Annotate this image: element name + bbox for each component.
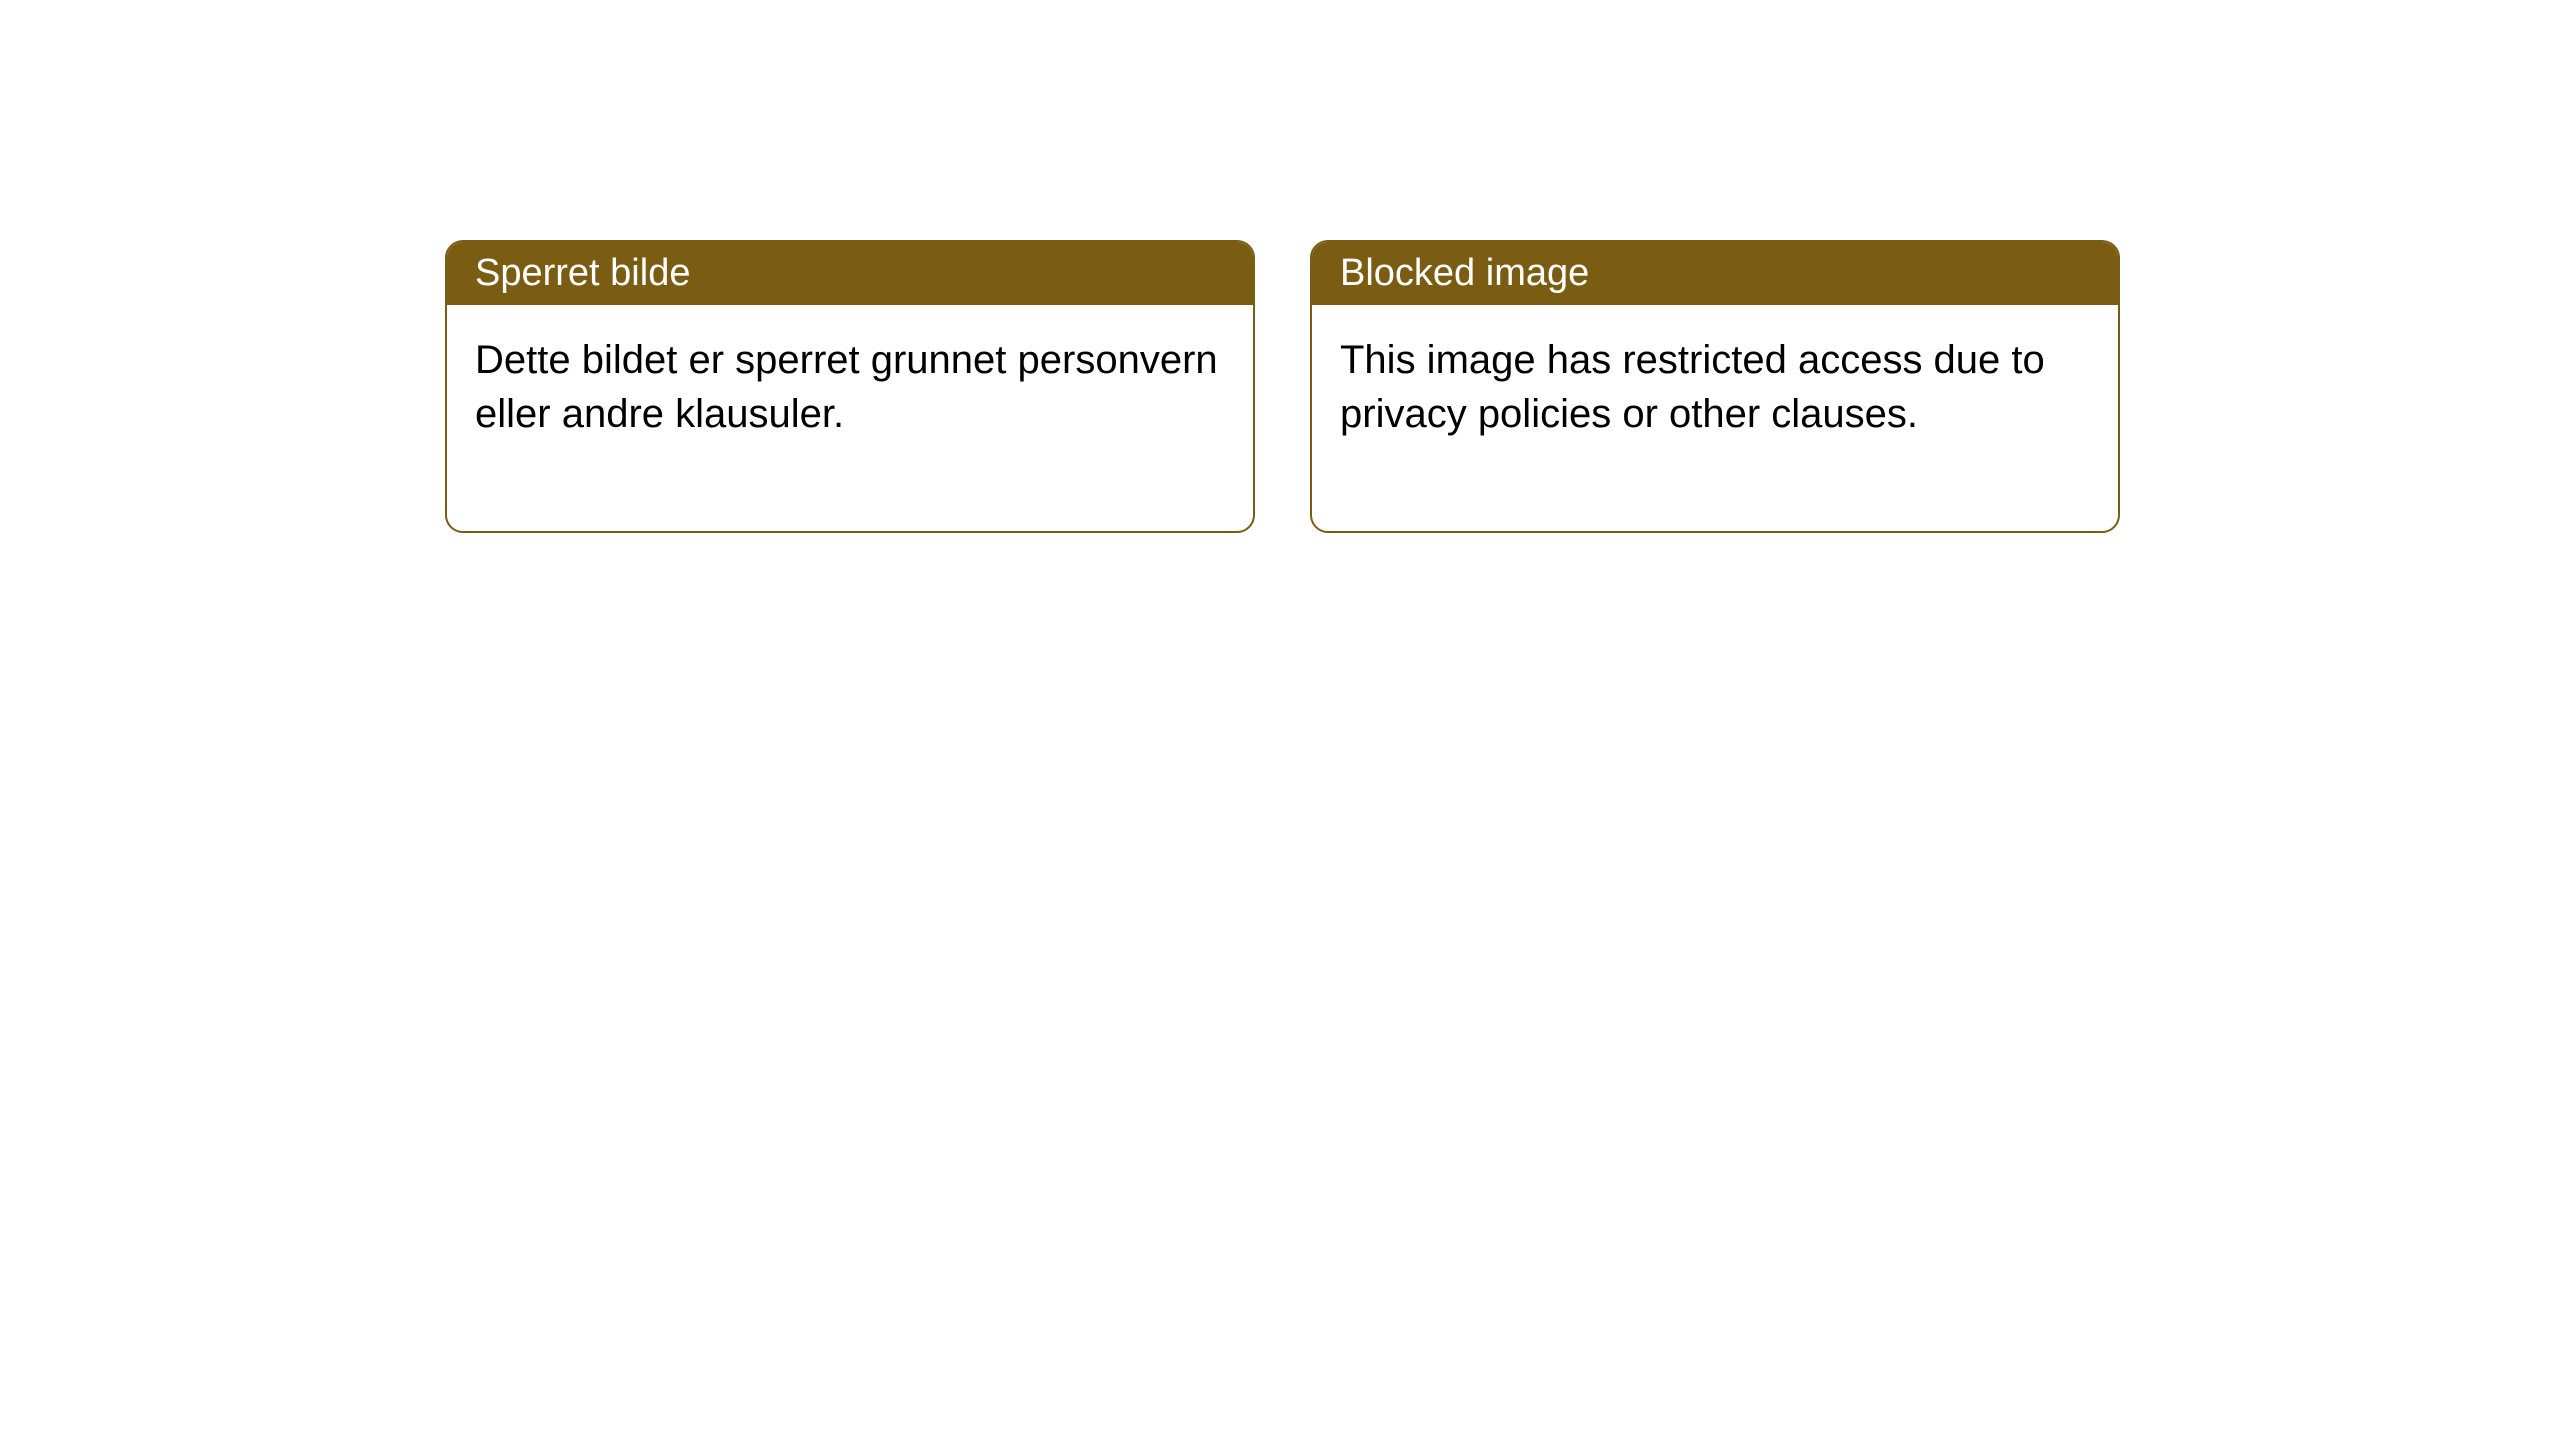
card-body: Dette bildet er sperret grunnet personve… xyxy=(447,305,1253,531)
notice-card-norwegian: Sperret bilde Dette bildet er sperret gr… xyxy=(445,240,1255,533)
card-body: This image has restricted access due to … xyxy=(1312,305,2118,531)
notice-card-english: Blocked image This image has restricted … xyxy=(1310,240,2120,533)
card-header: Blocked image xyxy=(1312,242,2118,305)
card-title: Sperret bilde xyxy=(475,252,690,294)
card-title: Blocked image xyxy=(1340,252,1589,294)
notice-container: Sperret bilde Dette bildet er sperret gr… xyxy=(0,0,2560,533)
card-message: Dette bildet er sperret grunnet personve… xyxy=(475,338,1218,436)
card-message: This image has restricted access due to … xyxy=(1340,338,2045,436)
card-header: Sperret bilde xyxy=(447,242,1253,305)
